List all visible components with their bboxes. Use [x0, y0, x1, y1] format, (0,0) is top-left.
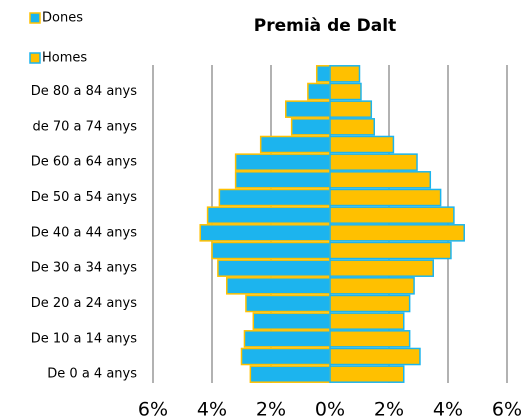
bar — [329, 206, 455, 224]
x-tick-label: 4% — [433, 399, 463, 419]
bar — [329, 294, 411, 313]
bar — [290, 118, 331, 136]
bar — [243, 330, 331, 348]
bar — [206, 206, 331, 224]
legend-swatch — [29, 52, 41, 64]
bar — [218, 188, 331, 207]
bar — [249, 365, 331, 383]
bar — [234, 171, 331, 189]
legend-label: Dones — [42, 11, 83, 26]
y-tick-label: de 70 a 74 anys — [32, 119, 137, 134]
y-tick-label: De 80 a 84 anys — [31, 84, 137, 99]
legend-label: Homes — [42, 51, 87, 66]
bar — [329, 277, 415, 295]
bar — [240, 347, 331, 366]
bar — [285, 100, 331, 118]
y-tick-label: De 0 a 4 anys — [47, 367, 137, 382]
y-tick-label: De 40 a 44 anys — [31, 225, 137, 240]
bar — [307, 82, 331, 101]
bar — [259, 135, 331, 154]
bar — [245, 294, 331, 313]
bar — [315, 65, 331, 83]
bar — [329, 330, 411, 348]
bar — [329, 241, 452, 260]
y-tick-label: De 20 a 24 anys — [31, 296, 137, 311]
bar — [329, 259, 434, 277]
y-tick-label: De 30 a 34 anys — [31, 261, 137, 276]
bar — [329, 171, 432, 189]
x-tick-label: 2% — [374, 399, 404, 419]
bar — [329, 188, 442, 207]
bar — [226, 277, 331, 295]
y-tick-label: De 60 a 64 anys — [31, 155, 137, 170]
bar — [234, 153, 331, 171]
x-tick-label: 4% — [197, 399, 227, 419]
y-tick-label: De 10 a 14 anys — [31, 331, 137, 346]
x-tick-label: 6% — [492, 399, 522, 419]
bar — [329, 153, 418, 171]
bar — [329, 135, 395, 154]
bar — [329, 365, 405, 383]
chart-title: Premià de Dalt — [254, 16, 396, 36]
bar — [199, 224, 331, 242]
bar — [329, 118, 375, 136]
bar — [329, 347, 421, 366]
x-tick-label: 2% — [256, 399, 286, 419]
y-tick-label: De 50 a 54 anys — [31, 190, 137, 205]
bar — [211, 241, 331, 260]
bar — [329, 100, 373, 118]
bar — [329, 224, 465, 242]
bar — [329, 82, 362, 101]
bar — [217, 259, 331, 277]
legend-swatch — [29, 12, 41, 24]
bar — [329, 312, 405, 330]
x-tick-label: 0% — [315, 399, 345, 419]
bar — [252, 312, 331, 330]
bar — [329, 65, 361, 83]
x-tick-label: 6% — [138, 399, 168, 419]
